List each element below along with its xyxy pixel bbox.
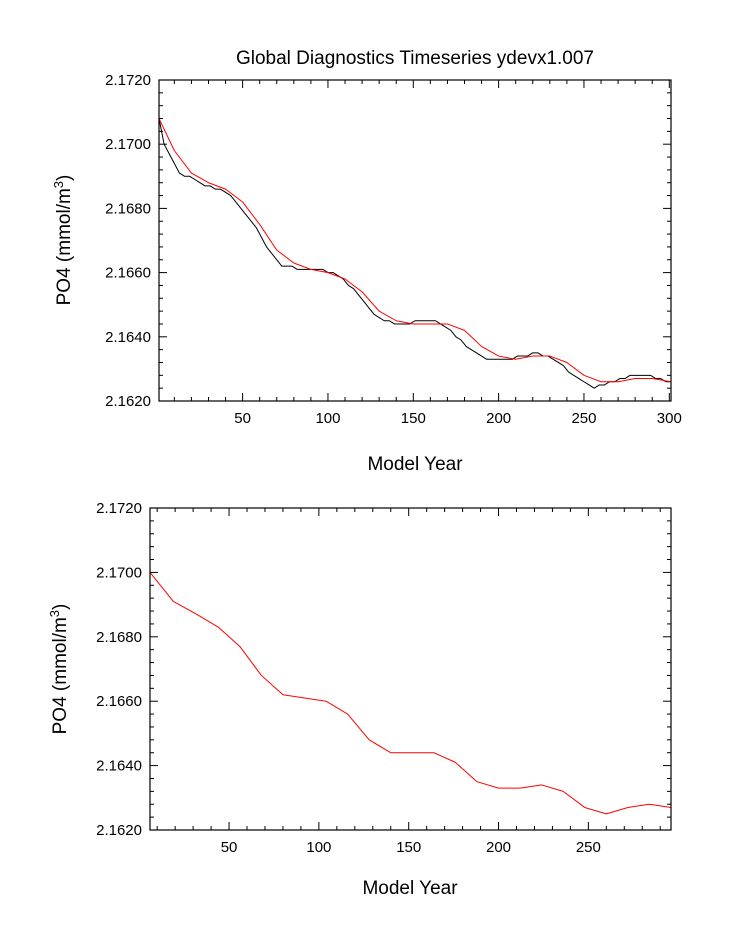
bottom-x-axis-title: Model Year bbox=[362, 878, 458, 899]
chart-title: Global Diagnostics Timeseries ydevx1.007 bbox=[236, 48, 594, 69]
top-ytick-label: 2.1720 bbox=[105, 72, 151, 89]
top-y-axis-title-sup: 3 bbox=[51, 181, 66, 188]
top-xtick-label: 300 bbox=[657, 410, 682, 427]
bottom-ytick-label: 2.1700 bbox=[96, 564, 142, 581]
top-xtick-label: 250 bbox=[571, 410, 596, 427]
top-y-axis-title: PO4 (mmol/m3) bbox=[51, 175, 75, 306]
bottom-y-axis-title-close: ) bbox=[50, 604, 71, 610]
bottom-xtick-label: 250 bbox=[576, 839, 601, 856]
bottom-panel: 2.1620 2.1640 2.1660 2.1680 2.1700 2.1720 50 10… bbox=[47, 500, 672, 899]
bottom-xtick-label: 50 bbox=[221, 839, 238, 856]
bottom-ytick-label: 2.1620 bbox=[96, 822, 142, 839]
top-series-layer bbox=[158, 118, 672, 389]
top-xtick-label: 50 bbox=[234, 410, 251, 427]
top-plot-frame bbox=[158, 79, 672, 402]
top-x-axis-title: Model Year bbox=[367, 454, 463, 475]
bottom-ytick-label: 2.1680 bbox=[96, 629, 142, 646]
top-xtick-label: 100 bbox=[315, 410, 340, 427]
bottom-xtick-label: 150 bbox=[396, 839, 421, 856]
bottom-y-axis-title-sup: 3 bbox=[47, 610, 62, 617]
top-tick-layer bbox=[159, 79, 671, 402]
bottom-ytick-label: 2.1640 bbox=[96, 758, 142, 775]
top-ytick-label: 2.1680 bbox=[105, 200, 151, 217]
bottom-tick-labels: 2.1620 2.1640 2.1660 2.1680 2.1700 2.1720 50 10… bbox=[96, 500, 601, 856]
bottom-y-axis-title: PO4 (mmol/m3) bbox=[47, 604, 71, 735]
top-ytick-label: 2.1660 bbox=[105, 265, 151, 282]
top-tick-labels: 2.1620 2.1640 2.1660 2.1680 2.1700 2.1720 50 10… bbox=[105, 72, 682, 427]
top-series-smoothed-line bbox=[158, 118, 672, 383]
top-xtick-label: 150 bbox=[401, 410, 426, 427]
top-y-axis-title-main: PO4 (mmol/m bbox=[54, 188, 75, 305]
top-panel: 2.1620 2.1640 2.1660 2.1680 2.1700 2.1720 50 10… bbox=[51, 72, 682, 475]
top-ytick-label: 2.1700 bbox=[105, 136, 151, 153]
bottom-tick-layer bbox=[150, 507, 671, 831]
bottom-xtick-label: 200 bbox=[486, 839, 511, 856]
bottom-ytick-label: 2.1720 bbox=[96, 500, 142, 517]
bottom-plot-frame bbox=[149, 507, 672, 831]
bottom-series-decadal-mean-line bbox=[149, 572, 672, 815]
bottom-xtick-label: 100 bbox=[306, 839, 331, 856]
bottom-ytick-label: 2.1660 bbox=[96, 693, 142, 710]
top-xtick-label: 200 bbox=[486, 410, 511, 427]
bottom-y-axis-title-main: PO4 (mmol/m bbox=[50, 617, 71, 734]
top-series-annual-line bbox=[158, 118, 671, 389]
top-ytick-label: 2.1640 bbox=[105, 329, 151, 346]
bottom-series-layer bbox=[149, 572, 672, 815]
top-y-axis-title-close: ) bbox=[54, 175, 75, 181]
top-ytick-label: 2.1620 bbox=[105, 393, 151, 410]
